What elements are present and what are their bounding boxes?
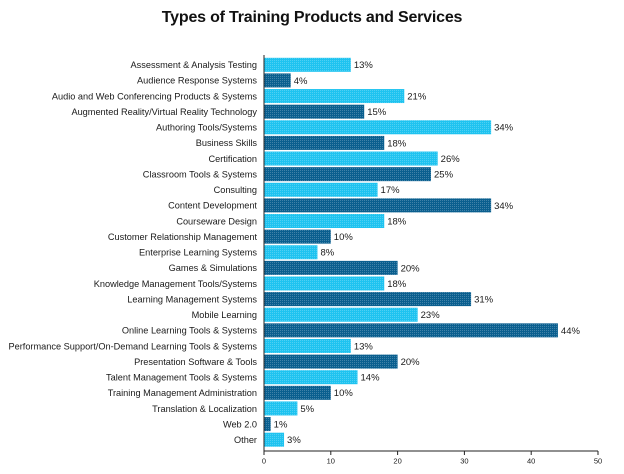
- chart-title: Types of Training Products and Services: [161, 9, 463, 26]
- category-label: Training Management Administration: [108, 388, 257, 398]
- bar-texture: [264, 354, 398, 369]
- category-label: Audio and Web Conferencing Products & Sy…: [52, 91, 258, 101]
- data-label: 13%: [354, 60, 374, 71]
- category-label: Performance Support/On-Demand Learning T…: [8, 341, 257, 351]
- bar-texture: [264, 57, 351, 72]
- data-label: 5%: [300, 404, 314, 415]
- data-label: 44%: [561, 326, 581, 337]
- x-tick-label: 30: [460, 457, 468, 466]
- bars-layer: [264, 57, 558, 447]
- data-label: 21%: [407, 91, 427, 102]
- data-label: 20%: [401, 263, 421, 274]
- category-label: Other: [234, 435, 257, 445]
- bar-texture: [264, 338, 351, 353]
- bar-texture: [264, 229, 331, 244]
- bar-texture: [264, 73, 291, 88]
- bar-texture: [264, 292, 472, 307]
- data-label: 10%: [334, 232, 354, 243]
- bar-texture: [264, 417, 271, 432]
- bar-texture: [264, 182, 378, 197]
- data-label: 26%: [441, 154, 461, 165]
- data-label: 4%: [294, 76, 308, 87]
- category-label: Presentation Software & Tools: [134, 357, 257, 367]
- data-label: 14%: [361, 373, 381, 384]
- bar-texture: [264, 307, 418, 322]
- data-label: 18%: [387, 279, 407, 290]
- category-label: Certification: [208, 154, 257, 164]
- category-label: Knowledge Management Tools/Systems: [94, 279, 258, 289]
- bar-texture: [264, 151, 438, 166]
- bar-texture: [264, 370, 358, 385]
- bar-texture: [264, 432, 285, 447]
- x-tick-label: 40: [527, 457, 535, 466]
- value-labels: 13%4%21%15%34%18%26%25%17%34%18%10%8%20%…: [274, 60, 581, 446]
- category-label: Augmented Reality/Virtual Reality Techno…: [71, 107, 257, 117]
- bar-texture: [264, 245, 318, 260]
- x-axis: 0 10 20 30 40 50: [262, 55, 602, 466]
- category-label: Mobile Learning: [192, 310, 257, 320]
- bar-texture: [264, 385, 331, 400]
- data-label: 20%: [401, 357, 421, 368]
- data-label: 1%: [274, 419, 288, 430]
- data-label: 25%: [434, 170, 454, 181]
- category-label: Web 2.0: [223, 419, 257, 429]
- data-label: 17%: [381, 185, 401, 196]
- category-label: Enterprise Learning Systems: [139, 248, 257, 258]
- category-label: Assessment & Analysis Testing: [131, 60, 257, 70]
- category-label: Learning Management Systems: [127, 294, 257, 304]
- bar-texture: [264, 214, 385, 229]
- data-label: 13%: [354, 341, 374, 352]
- x-tick-label: 20: [393, 457, 401, 466]
- bar-texture: [264, 401, 298, 416]
- bar-texture: [264, 104, 365, 119]
- category-label: Translation & Localization: [152, 404, 257, 414]
- category-label: Classroom Tools & Systems: [143, 169, 258, 179]
- x-tick-label: 50: [594, 457, 602, 466]
- x-tick-label: 10: [327, 457, 335, 466]
- bar-texture: [264, 260, 398, 275]
- category-label: Audience Response Systems: [137, 76, 257, 86]
- bar-texture: [264, 89, 405, 104]
- data-label: 3%: [287, 435, 301, 446]
- data-label: 10%: [334, 388, 354, 399]
- data-label: 34%: [494, 123, 514, 134]
- bar-texture: [264, 167, 431, 182]
- category-label: Content Development: [168, 201, 257, 211]
- data-label: 18%: [387, 216, 407, 227]
- data-label: 31%: [474, 295, 494, 306]
- category-label: Consulting: [214, 185, 257, 195]
- category-label: Authoring Tools/Systems: [156, 123, 257, 133]
- category-label: Talent Management Tools & Systems: [106, 373, 257, 383]
- bar-texture: [264, 276, 385, 291]
- category-label: Courseware Design: [176, 216, 257, 226]
- data-label: 34%: [494, 201, 514, 212]
- category-label: Games & Simulations: [169, 263, 258, 273]
- bar-texture: [264, 135, 385, 150]
- bar-texture: [264, 120, 492, 135]
- data-label: 15%: [367, 107, 387, 118]
- bar-texture: [264, 323, 558, 338]
- category-label: Online Learning Tools & Systems: [122, 326, 258, 336]
- x-tick-label: 0: [262, 457, 266, 466]
- data-label: 23%: [421, 310, 441, 321]
- data-label: 18%: [387, 138, 407, 149]
- category-label: Business Skills: [196, 138, 258, 148]
- category-labels: Assessment & Analysis Testing Audience Re…: [8, 60, 257, 445]
- category-label: Customer Relationship Management: [108, 232, 258, 242]
- data-label: 8%: [320, 248, 334, 259]
- bar-texture: [264, 198, 492, 213]
